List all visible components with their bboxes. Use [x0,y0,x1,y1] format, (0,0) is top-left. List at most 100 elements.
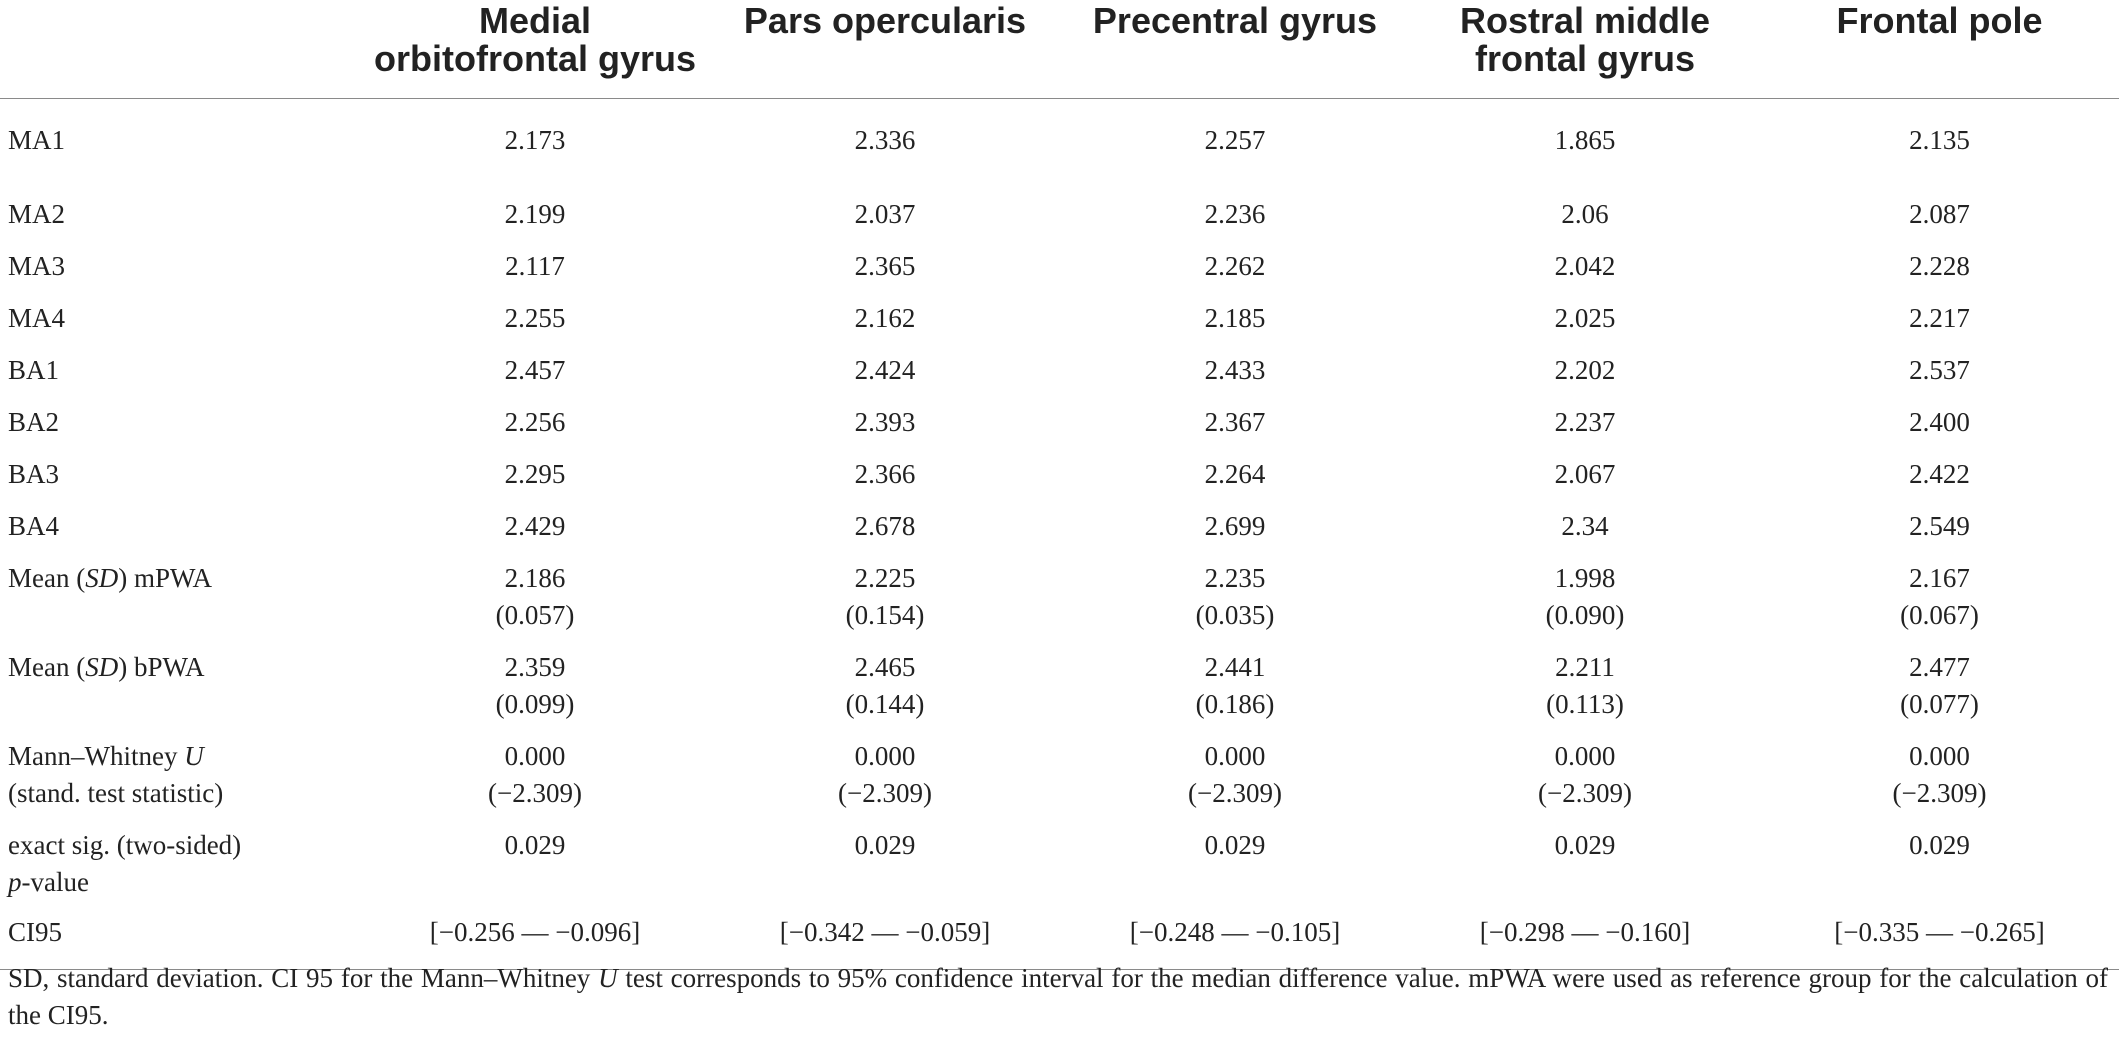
row-label-line-1: BA3 [8,456,360,493]
value-main: 2.441 [1204,652,1266,682]
value-main: 2.042 [1554,251,1616,281]
value-main: 1.865 [1554,125,1616,155]
value-cell: 2.186 (0.057) [360,546,710,635]
row-label-line-1: MA3 [8,248,360,285]
value-main: 2.393 [854,407,916,437]
value-main: 0.029 [854,830,916,860]
value-main: 2.34 [1561,511,1609,541]
value-main: 0.029 [1554,830,1616,860]
value-cell: 2.678 [710,494,1060,546]
footnote-italic-u: U [598,963,618,993]
value-secondary: (−2.309) [1538,778,1632,808]
value-cell: 0.000 (−2.309) [1060,724,1410,813]
value-cell: [−0.342 — −0.059] [710,902,1060,969]
value-cell: 1.865 [1410,99,1760,183]
value-cell: 2.236 [1060,182,1410,234]
value-main: [−0.248 — −0.105] [1129,917,1341,947]
value-main: 2.186 [504,563,566,593]
value-cell: 2.465 (0.144) [710,635,1060,724]
value-main: 2.262 [1204,251,1266,281]
value-secondary: (0.077) [1900,689,1979,719]
value-cell: 2.477 (0.077) [1760,635,2119,724]
row-label-text: BA1 [8,355,60,385]
value-cell: 0.000 (−2.309) [710,724,1060,813]
row-label-line-1: exact sig. (two-sided) [8,827,360,864]
value-cell: 0.000 (−2.309) [1410,724,1760,813]
row-label-text: Mean ( [8,563,86,593]
value-main: 2.367 [1204,407,1266,437]
value-main: 0.000 [854,741,916,771]
value-cell: 2.400 [1760,390,2119,442]
value-cell: 0.029 [1760,813,2119,902]
value-main: 0.000 [1204,741,1266,771]
value-cell: 2.167 (0.067) [1760,546,2119,635]
table-header: Medial orbitofrontal gyrus Pars opercula… [0,0,2119,99]
row-label-line-1: Mann–Whitney U [8,738,360,775]
value-cell: 2.367 [1060,390,1410,442]
results-table: Medial orbitofrontal gyrus Pars opercula… [0,0,2119,969]
row-label-italic: SD [85,652,119,682]
value-secondary: (0.099) [495,689,575,719]
row-label-line-1: BA1 [8,352,360,389]
table-row: BA4 2.429 2.678 2.699 2.34 2.549 [0,494,2119,546]
row-label: BA4 [0,494,360,546]
row-label-text: MA4 [8,303,66,333]
row-label-text: MA1 [8,125,66,155]
row-label: MA2 [0,182,360,234]
value-main: 2.400 [1909,407,1970,437]
row-label-line-2-suffix: -value [21,867,89,897]
row-label-text: BA2 [8,407,60,437]
value-main: 0.029 [504,830,566,860]
value-cell: 2.162 [710,286,1060,338]
row-label: Mann–Whitney U (stand. test statistic) [0,724,360,813]
value-main: 2.549 [1909,511,1970,541]
row-label-line-2: p-value [8,864,360,901]
value-main: 1.998 [1554,563,1616,593]
value-cell: 2.025 [1410,286,1760,338]
header-rostral-middle-frontal-gyrus: Rostral middle frontal gyrus [1459,0,1711,79]
value-cell: 2.366 [710,442,1060,494]
table-row: MA2 2.199 2.037 2.236 2.06 2.087 [0,182,2119,234]
value-cell: 2.117 [360,234,710,286]
table-body: MA1 2.173 2.336 2.257 1.865 2.135 MA2 2.199 2.03… [0,99,2119,969]
value-main: 2.477 [1909,652,1970,682]
row-label-italic: U [184,741,204,771]
row-label-text-suffix: ) bPWA [118,652,205,682]
row-label: Mean (SD) bPWA [0,635,360,724]
value-main: 2.365 [854,251,916,281]
table-row: exact sig. (two-sided) p-value 0.029 0.029 0… [0,813,2119,902]
value-secondary: (−2.309) [1892,778,1987,808]
value-cell: 2.087 [1760,182,2119,234]
row-label-line-1: MA2 [8,196,360,233]
value-main: 2.359 [504,652,566,682]
table-row: MA1 2.173 2.336 2.257 1.865 2.135 [0,99,2119,183]
row-label-line-2-italic: p [8,867,22,897]
value-cell: [−0.256 — −0.096] [360,902,710,969]
value-cell: 2.424 [710,338,1060,390]
value-cell: 2.257 [1060,99,1410,183]
value-cell: 0.029 [1410,813,1760,902]
value-main: 2.228 [1909,251,1970,281]
value-main: 2.06 [1561,199,1609,229]
value-main: 2.199 [504,199,566,229]
value-cell: 2.255 [360,286,710,338]
value-main: [−0.335 — −0.265] [1834,917,2045,947]
row-label-text: Mann–Whitney [8,741,185,771]
value-cell: 2.067 [1410,442,1760,494]
value-cell: 2.336 [710,99,1060,183]
value-main: 2.237 [1554,407,1616,437]
row-label-text: MA2 [8,199,66,229]
header-cell-empty [0,0,360,99]
table-row: BA1 2.457 2.424 2.433 2.202 2.537 [0,338,2119,390]
table-row: Mean (SD) bPWA 2.359 (0.099) 2.465 (0.144) 2.… [0,635,2119,724]
value-cell: 1.998 (0.090) [1410,546,1760,635]
row-label-line-1: MA4 [8,300,360,337]
row-label-line-1: BA2 [8,404,360,441]
value-main: 0.000 [1554,741,1616,771]
value-main: 2.256 [504,407,566,437]
row-label-text: CI95 [8,917,62,947]
row-label-line-2: (stand. test statistic) [8,775,360,812]
value-cell: 2.202 [1410,338,1760,390]
value-cell: 2.173 [360,99,710,183]
row-label-line-1: BA4 [8,508,360,545]
